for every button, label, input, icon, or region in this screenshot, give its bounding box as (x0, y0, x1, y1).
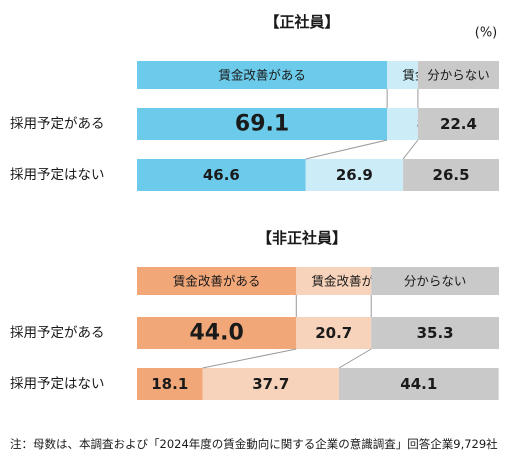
chart-title: 【非正社員】 (257, 229, 347, 247)
bar-segment (137, 317, 297, 349)
bar-segment (137, 159, 306, 191)
legend-swatch (137, 61, 388, 89)
category-label: 採用予定がある (10, 116, 105, 132)
bar-segment (387, 108, 418, 140)
data-label: 35.3 (417, 324, 454, 342)
legend-swatch (417, 61, 499, 89)
bar-segment (417, 108, 499, 140)
category-label: 採用予定がある (10, 325, 105, 341)
chart-title: 【正社員】 (264, 13, 339, 31)
unit-label: (%) (475, 26, 498, 41)
bar-segment (338, 368, 499, 400)
legend-label: 分からない (404, 274, 467, 289)
connector-line (338, 348, 372, 369)
legend-label: 分からない (427, 68, 490, 83)
legend-swatch (371, 267, 499, 295)
connector-line (402, 139, 419, 160)
data-label: 18.1 (151, 375, 188, 393)
data-label: 44.1 (400, 375, 437, 393)
data-label: 20.7 (315, 324, 352, 342)
data-label: 26.5 (433, 166, 470, 184)
bar-segment (403, 159, 499, 191)
legend-swatch (137, 267, 297, 295)
bar-segment (202, 368, 339, 400)
bar-segment (137, 368, 203, 400)
bar-segment (305, 159, 404, 191)
connector-line (305, 139, 388, 160)
bar-segment (371, 317, 499, 349)
data-label: 22.4 (440, 115, 477, 133)
data-label: 26.9 (336, 166, 373, 184)
legend-swatch (387, 61, 418, 89)
data-label: 44.0 (189, 321, 243, 346)
connector-line (202, 348, 297, 369)
category-label: 採用予定はない (10, 167, 105, 183)
data-label: 37.7 (252, 375, 289, 393)
bar-segment (296, 317, 372, 349)
bar-segment (137, 108, 388, 140)
data-label: 69.1 (235, 112, 289, 137)
footnote: 注：母数は、本調査および「2024年度の賃金動向に関する企業の意識調査」回答企業… (10, 437, 498, 451)
legend-label: 賃金改善がある (173, 274, 261, 289)
legend-label: 賃金改善がある (218, 68, 306, 83)
data-label: 46.6 (203, 166, 240, 184)
category-label: 採用予定はない (10, 376, 105, 392)
legend-swatch (296, 267, 372, 295)
